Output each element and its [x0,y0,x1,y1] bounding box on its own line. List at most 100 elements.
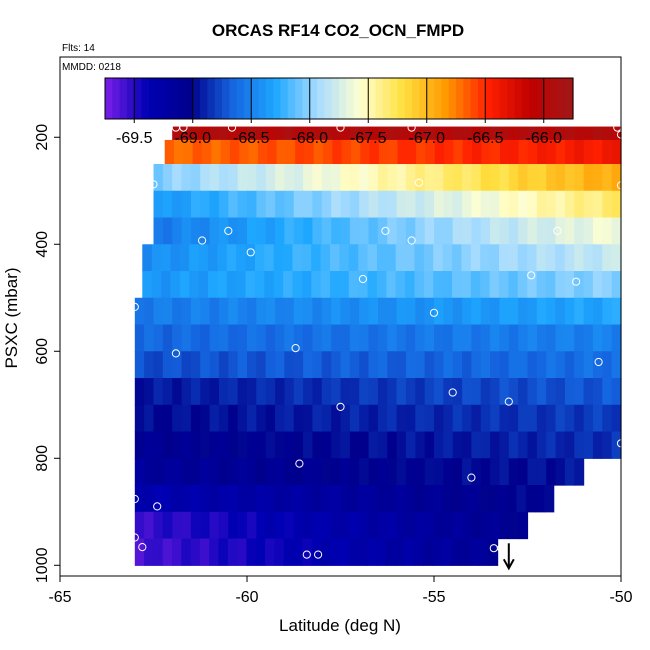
heatmap-cell [358,485,369,513]
heatmap-cell [284,404,295,433]
colorbar-swatch [470,78,479,119]
heatmap-cell [443,164,454,192]
heatmap-cell [228,164,239,192]
heatmap-cell [489,244,500,272]
heatmap-cell [247,297,257,326]
colorbar-swatch [368,78,377,119]
heatmap-cell [359,126,370,141]
colorbar-swatch [265,78,274,119]
colorbar-swatch [507,78,516,119]
heatmap-cell [331,164,342,192]
heatmap-cell [275,404,285,433]
heatmap-cell [518,139,529,165]
colorbar-tick-label: -68.0 [292,130,329,147]
heatmap-cell [303,404,314,433]
colorbar-swatch [141,78,150,119]
heatmap-cell [583,164,594,192]
heatmap-cell [226,244,237,272]
heatmap-cell [153,404,164,433]
heatmap-cell [602,244,613,272]
heatmap-cell [134,351,145,379]
heatmap-cell [518,404,529,433]
heatmap-cell [452,271,463,299]
heatmap-cell [525,485,536,513]
heatmap-cell [405,244,416,272]
heatmap-cell [303,351,314,379]
heatmap-cell [312,126,323,141]
colorbar-swatch [412,78,421,119]
heatmap-cell [490,139,501,165]
heatmap-cell [190,485,201,513]
heatmap-cell [499,404,510,433]
heatmap-cell [378,139,389,165]
heatmap-cell [555,351,566,379]
heatmap-cell [368,458,379,486]
heatmap-cell [564,351,575,379]
heatmap-cell [527,378,538,406]
heatmap-cell [518,351,529,379]
heatmap-cell [247,378,257,406]
heatmap-cell [367,244,378,272]
heatmap-cell [443,511,454,540]
heatmap-cell [611,126,622,141]
heatmap-cell [434,126,444,141]
heatmap-cell [340,511,351,540]
heatmap-cell [200,190,211,219]
heatmap-cell [134,511,145,540]
heatmap-cell [368,351,379,379]
heatmap-cell [415,324,426,352]
heatmap-cell [284,217,295,245]
heatmap-cell [134,458,145,486]
heatmap-cell [237,297,248,326]
heatmap-cell [349,324,360,352]
heatmap-cell [301,244,312,272]
heatmap-cell [471,190,482,219]
heatmap-cell [611,217,622,245]
heatmap-cell [424,217,435,245]
heatmap-cell [583,297,594,326]
heatmap-cell [527,404,538,433]
heatmap-cell [189,271,200,299]
sample-point [153,502,162,511]
heatmap-cell [377,351,388,379]
heatmap-cell [602,271,613,299]
heatmap-cell [546,217,557,245]
heatmap-cell [340,378,351,406]
colorbar-swatch [214,78,223,119]
colorbar-swatch [222,78,230,119]
heatmap-cell [183,139,194,165]
heatmap-cell [574,126,585,141]
heatmap-cell [490,378,501,406]
heatmap-cell [377,511,388,540]
heatmap-cell [237,404,248,433]
heatmap-cell [396,324,407,352]
heatmap-cell [265,164,276,192]
heatmap-cell [546,324,557,352]
heatmap-cell [387,297,398,326]
heatmap-cell [574,190,585,219]
heatmap-cell [452,458,463,486]
heatmap-cell [396,190,407,219]
heatmap-cell [303,297,314,326]
heatmap-cell [292,244,303,272]
heatmap-cell [471,217,482,245]
colorbar-swatch [331,78,340,119]
heatmap-cell [330,485,341,513]
sample-point [138,543,147,552]
heatmap-cell [311,244,322,272]
heatmap-cell [265,297,276,326]
heatmap-cell [583,378,594,406]
heatmap-cell [275,351,285,379]
heatmap-cell [480,190,491,219]
heatmap-cell [320,244,331,272]
heatmap-cell [161,271,172,299]
heatmap-cell [423,538,434,566]
heatmap-cell [218,538,229,566]
heatmap-cell [359,297,370,326]
colorbar-tick-label: -66.5 [467,130,504,147]
heatmap-cell [377,431,388,459]
heatmap-cell [161,244,172,272]
heatmap-cell [275,324,285,352]
heatmap-cell [331,431,342,459]
heatmap-cell [254,271,265,299]
